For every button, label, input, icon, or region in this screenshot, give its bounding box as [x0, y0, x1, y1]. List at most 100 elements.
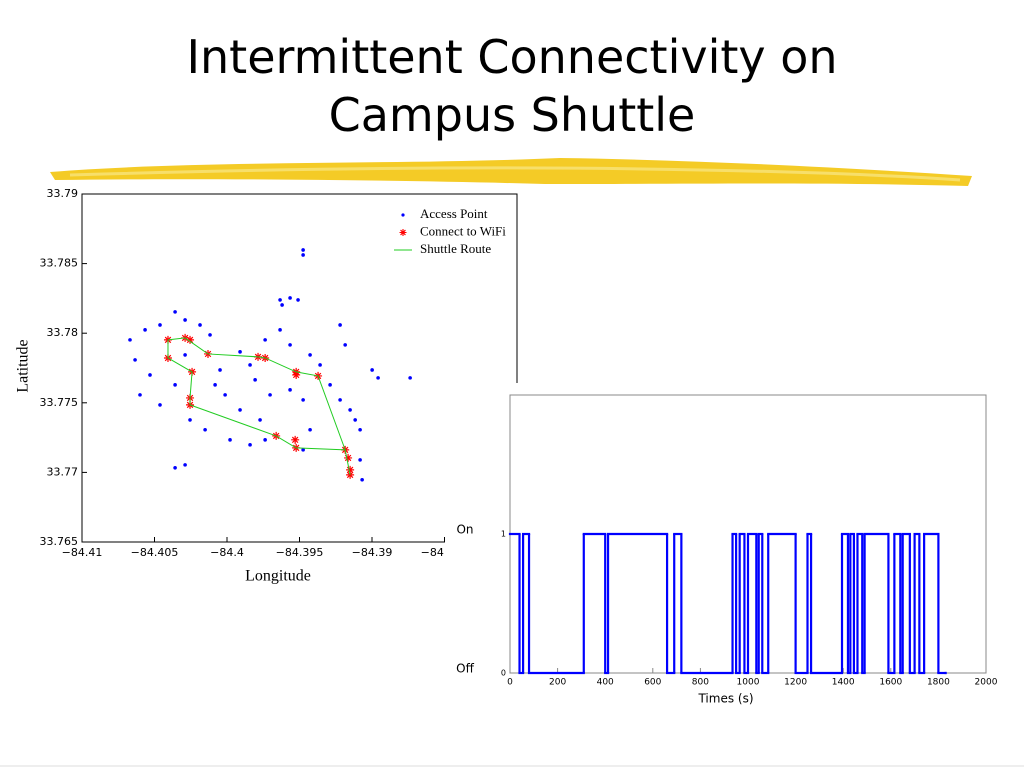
x-tick-label: 2000: [975, 678, 998, 688]
access-point: [343, 343, 347, 347]
y-tick-label: 33.78: [47, 326, 79, 339]
access-point: [258, 418, 262, 422]
access-point: [301, 448, 305, 452]
x-tick-label: −84.41: [62, 546, 103, 559]
access-point: [218, 368, 222, 372]
access-point: [183, 353, 187, 357]
access-point: [133, 358, 137, 362]
access-point: [208, 333, 212, 337]
access-point: [301, 248, 305, 252]
access-point: [228, 438, 232, 442]
access-point: [183, 318, 187, 322]
access-point: [370, 368, 374, 372]
access-point: [148, 373, 152, 377]
access-point: [203, 428, 207, 432]
access-point: [138, 393, 142, 397]
state-label: On: [456, 523, 473, 537]
wifi-point: [346, 465, 355, 474]
x-tick-label: −84.395: [276, 546, 324, 559]
x-tick-label: −84.4: [210, 546, 244, 559]
brush-highlight: [69, 166, 961, 182]
access-point: [128, 338, 132, 342]
y-tick-label: 0: [501, 669, 506, 678]
access-point: [223, 393, 227, 397]
x-axis-label: Longitude: [245, 568, 311, 585]
access-point: [268, 393, 272, 397]
wifi-point: [291, 435, 300, 444]
access-point: [308, 353, 312, 357]
access-point: [408, 376, 412, 380]
y-tick-label: 33.79: [47, 187, 79, 200]
access-point: [296, 298, 300, 302]
wifi-point: [186, 335, 195, 344]
access-point: [301, 398, 305, 402]
connectivity-chart: 0 200 400 600 800 1000 1200 1400 1600 1800 2000 0 1 T…: [456, 394, 998, 706]
access-point: [328, 383, 332, 387]
access-point: [263, 338, 267, 342]
access-point: [183, 463, 187, 467]
access-point: [248, 363, 252, 367]
access-point: [301, 253, 305, 257]
access-point: [173, 466, 177, 470]
access-point: [358, 458, 362, 462]
wifi-point: [292, 370, 301, 379]
wifi-point: [344, 453, 353, 462]
x-tick-label: 1800: [927, 678, 950, 688]
access-point: [158, 323, 162, 327]
x-tick-label: 600: [644, 678, 661, 688]
access-point: [376, 376, 380, 380]
state-label: Off: [456, 662, 474, 676]
access-point: [143, 328, 147, 332]
access-point: [248, 443, 252, 447]
y-tick-label: 1: [501, 530, 506, 539]
access-point: [253, 378, 257, 382]
y-tick-label: 33.77: [47, 465, 79, 478]
access-point: [173, 383, 177, 387]
wifi-point: [346, 470, 355, 479]
access-point: [318, 363, 322, 367]
slide-title: Intermittent Connectivity on Campus Shut…: [186, 30, 838, 142]
x-tick-label: −84.39: [352, 546, 393, 559]
x-tick-label: 800: [692, 678, 709, 688]
legend-swatch: [399, 229, 407, 236]
access-point: [360, 477, 364, 482]
access-point: [173, 310, 177, 314]
access-point: [348, 408, 352, 412]
legend-swatch: [401, 213, 405, 217]
access-point: [338, 398, 342, 402]
access-point: [263, 438, 267, 442]
legend-label: Connect to WiFi: [420, 223, 506, 238]
brush-stroke: [50, 158, 972, 186]
map-chart: −84.41 −84.405 −84.4 −84.395 −84.39 −84.38533…: [15, 187, 518, 585]
x-tick-label: 200: [549, 678, 566, 688]
access-point: [188, 418, 192, 422]
access-point: [358, 428, 362, 432]
access-point: [278, 298, 282, 302]
x-tick-label: 0: [507, 678, 513, 688]
access-point: [288, 343, 292, 347]
y-axis-label: Latitude: [15, 339, 32, 392]
chart-panel: [445, 383, 1000, 713]
x-tick-label: 1200: [784, 678, 807, 688]
legend-label: Shuttle Route: [420, 241, 491, 256]
x-tick-label: 400: [597, 678, 614, 688]
access-point: [288, 296, 292, 300]
access-point: [238, 408, 242, 412]
legend-label: Access Point: [420, 206, 488, 221]
x-tick-label: 1600: [879, 678, 902, 688]
access-point: [198, 323, 202, 327]
y-tick-label: 33.785: [40, 257, 79, 270]
access-point: [338, 323, 342, 327]
x-axis-label: Times (s): [697, 692, 753, 706]
access-point: [308, 428, 312, 432]
access-point: [288, 388, 292, 392]
access-point: [278, 328, 282, 332]
access-point: [238, 350, 242, 354]
access-point: [353, 418, 357, 422]
y-tick-label: 33.765: [40, 535, 79, 548]
access-point: [280, 303, 284, 307]
access-point: [213, 383, 217, 387]
x-tick-label: −84.405: [131, 546, 179, 559]
